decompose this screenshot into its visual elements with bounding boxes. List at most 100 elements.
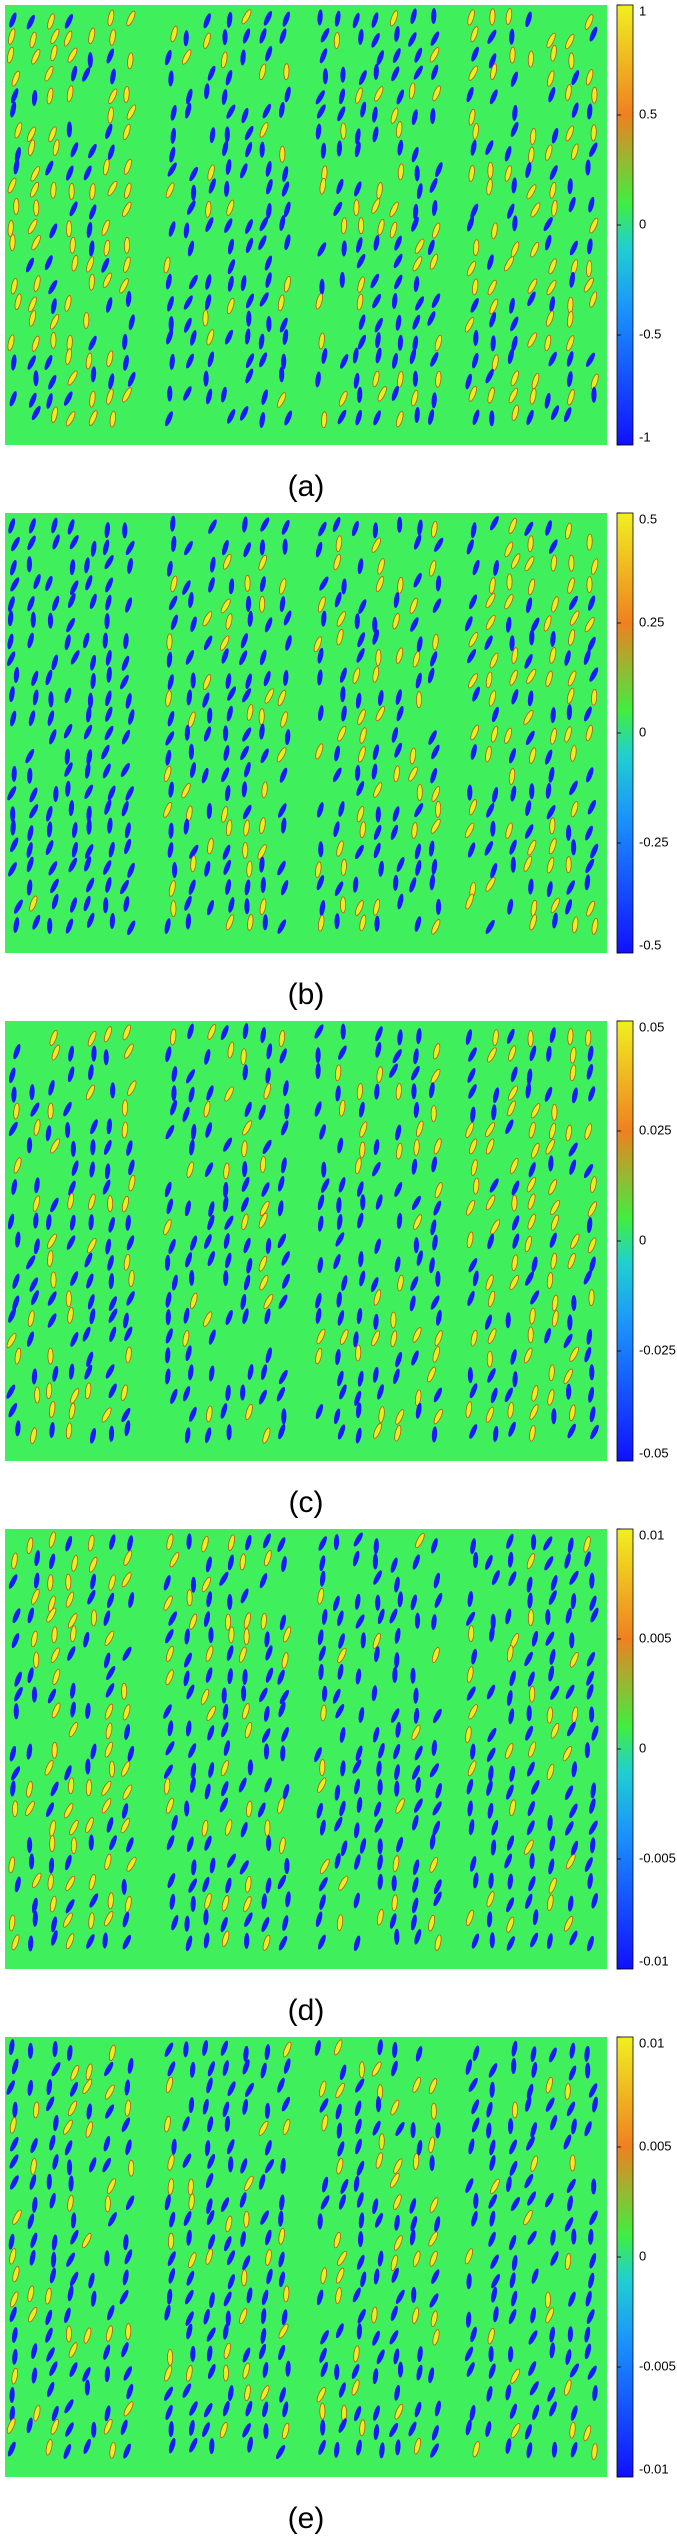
particle [549,182,557,199]
particle [340,2179,349,2194]
particle [571,1761,578,1778]
particle [258,1255,268,1272]
particle [206,2327,216,2342]
particle [431,1156,438,1173]
particle [334,913,340,930]
particle [82,2367,91,2382]
particle [509,839,517,855]
particle [314,2040,321,2056]
particle [279,2387,286,2403]
particle [52,2041,58,2058]
particle [50,44,58,62]
particle [373,1423,382,1439]
particle [223,859,231,875]
particle [109,29,116,46]
particle [224,218,233,233]
particle [83,312,90,329]
particle [336,140,343,157]
particle [183,1386,191,1402]
particle [390,1330,398,1347]
particle [65,1591,74,1608]
particle [88,1214,94,1231]
particle [512,104,518,121]
particle [264,2044,271,2061]
particle [277,1200,284,1217]
particle [415,672,422,689]
particle [207,707,213,724]
particle [531,2061,538,2078]
particle [30,611,36,628]
particle [13,917,20,933]
particle [7,334,15,351]
particle [259,856,265,873]
particle [163,802,172,818]
particle [47,1291,57,1306]
particle [373,2424,380,2441]
particle [527,1326,534,1344]
particle [168,781,174,798]
particle [104,2062,114,2077]
particle [393,765,400,783]
particle [550,707,556,724]
particle [68,1180,76,1196]
particle [258,1389,267,1405]
particle [82,1326,91,1342]
particle [30,166,40,182]
particle [68,1402,76,1420]
particle [244,1912,253,1927]
particle [417,2346,423,2363]
particle [355,900,364,916]
particle [266,316,272,332]
particle [487,1233,495,1250]
particle [523,856,533,872]
particle [467,1591,474,1607]
particle [189,2437,198,2453]
particle [433,1572,441,1589]
particle [490,335,496,352]
particle [314,1024,324,1039]
particle [201,1535,209,1553]
particle [265,1347,272,1363]
particle [169,1552,180,1568]
colorbar-tick-label: -0.05 [639,1445,669,1460]
particle [27,1310,35,1327]
particle [171,1815,178,1831]
particle [222,1703,229,1720]
particle [430,2310,438,2328]
particle [335,2323,344,2339]
particle [6,46,15,64]
particle [415,2046,423,2062]
particle [337,725,347,742]
particle [589,142,598,157]
particle [221,1687,227,1704]
particle [208,519,217,534]
particle [101,219,110,236]
particle [123,158,132,175]
particle [221,1930,230,1947]
particle [411,1158,418,1175]
particle [339,271,345,288]
particle [91,1045,97,1062]
particle [203,13,211,29]
particle [186,2270,195,2286]
colorbar-tick-label: -0.025 [639,1342,676,1357]
particle [548,539,558,554]
particle [470,1106,476,1123]
particle [260,877,266,893]
particle [84,784,94,800]
particle [416,183,423,199]
particle [468,1625,475,1642]
particle [107,106,114,124]
particle [171,1085,177,1102]
particle [107,1592,115,1609]
particle [282,1915,289,1931]
particle [566,880,575,895]
particle [245,1403,253,1421]
particle [101,1407,112,1423]
particle [223,2342,231,2360]
particle [396,1836,404,1853]
particle [373,1313,379,1330]
particle [490,1839,497,1856]
particle [567,1537,574,1554]
particle [548,838,557,855]
